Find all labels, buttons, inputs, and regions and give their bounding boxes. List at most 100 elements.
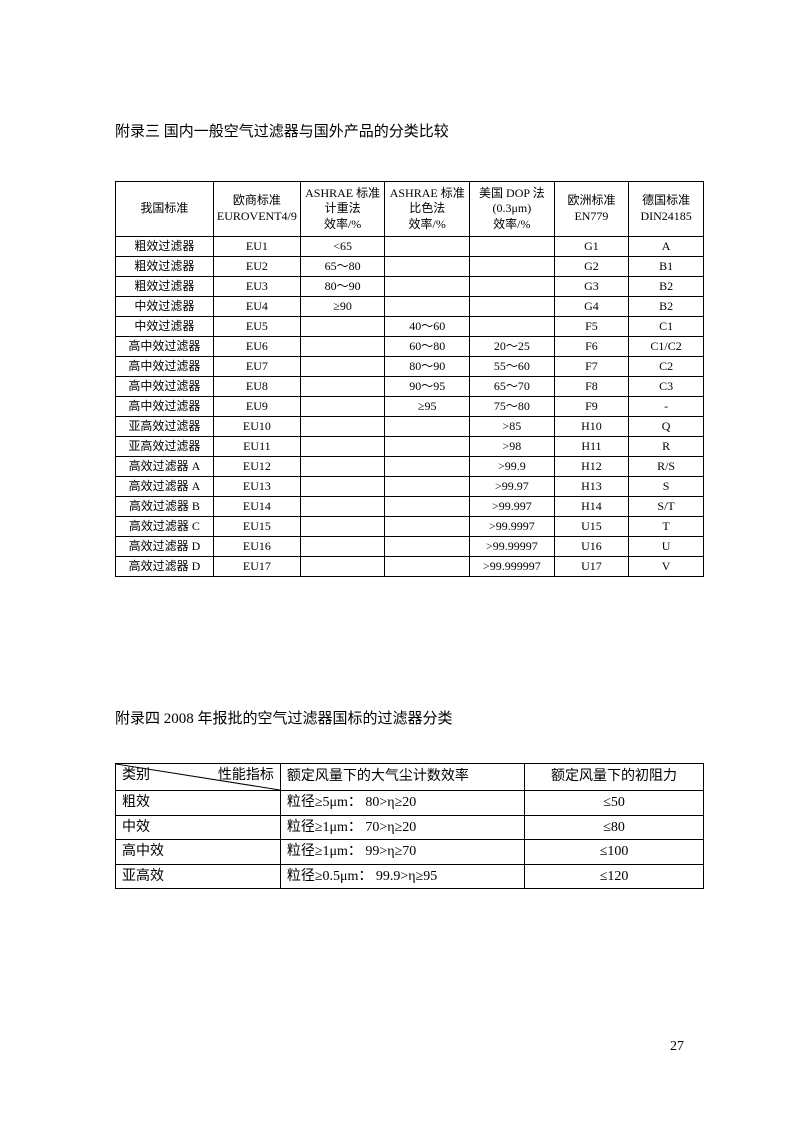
table-cell: 55～60 bbox=[469, 357, 554, 377]
table-cell: F8 bbox=[554, 377, 629, 397]
table-cell: EU6 bbox=[213, 337, 300, 357]
table-cell: >99.9 bbox=[469, 457, 554, 477]
table-cell: Q bbox=[629, 417, 704, 437]
table-cell: EU10 bbox=[213, 417, 300, 437]
table-cell: 高效过滤器 A bbox=[116, 477, 214, 497]
table-cell bbox=[300, 517, 385, 537]
table-cell: U15 bbox=[554, 517, 629, 537]
table-cell: EU2 bbox=[213, 257, 300, 277]
table-cell: F6 bbox=[554, 337, 629, 357]
table-cell: R/S bbox=[629, 457, 704, 477]
table-cell: ≤50 bbox=[525, 791, 704, 816]
table-cell: >98 bbox=[469, 437, 554, 457]
table-row: 中效过滤器EU540～60F5C1 bbox=[116, 317, 704, 337]
table-cell: 高中效 bbox=[116, 840, 281, 865]
table-cell: B2 bbox=[629, 277, 704, 297]
table-cell: 粒径≥1μm： 70>η≥20 bbox=[280, 815, 524, 840]
table-cell bbox=[300, 357, 385, 377]
table-row: 粗效过滤器EU265～80G2B1 bbox=[116, 257, 704, 277]
table-cell: 粗效 bbox=[116, 791, 281, 816]
table-cell: U bbox=[629, 537, 704, 557]
table-row: 亚高效过滤器EU10 >85H10Q bbox=[116, 417, 704, 437]
table-cell: EU7 bbox=[213, 357, 300, 377]
table-cell: C1 bbox=[629, 317, 704, 337]
table-cell: >85 bbox=[469, 417, 554, 437]
table-row: 高效过滤器 DEU16>99.99997U16U bbox=[116, 537, 704, 557]
section1-title: 附录三 国内一般空气过滤器与国外产品的分类比较 bbox=[115, 120, 704, 141]
table-cell: EU12 bbox=[213, 457, 300, 477]
th-ashrae-color: ASHRAE 标准比色法效率/% bbox=[385, 182, 470, 237]
table-row: 中效过滤器EU4≥90G4B2 bbox=[116, 297, 704, 317]
table-cell bbox=[385, 537, 470, 557]
table-cell: S bbox=[629, 477, 704, 497]
table-cell: 粗效过滤器 bbox=[116, 277, 214, 297]
table-cell: 中效过滤器 bbox=[116, 317, 214, 337]
table-row: 粗效过滤器EU380～90G3B2 bbox=[116, 277, 704, 297]
table-cell: ≤80 bbox=[525, 815, 704, 840]
table-cell: 亚高效过滤器 bbox=[116, 417, 214, 437]
table-cell: G1 bbox=[554, 237, 629, 257]
table1-header-row: 我国标准 欧商标准EUROVENT4/9 ASHRAE 标准计重法效率/% AS… bbox=[116, 182, 704, 237]
table-cell bbox=[385, 437, 470, 457]
table-row: 中效粒径≥1μm： 70>η≥20≤80 bbox=[116, 815, 704, 840]
table-cell bbox=[385, 237, 470, 257]
table1: 我国标准 欧商标准EUROVENT4/9 ASHRAE 标准计重法效率/% AS… bbox=[115, 181, 704, 577]
table-cell: F9 bbox=[554, 397, 629, 417]
table-cell: ≥90 bbox=[300, 297, 385, 317]
table2: 类别 性能指标 额定风量下的大气尘计数效率 额定风量下的初阻力 粗效粒径≥5μm… bbox=[115, 763, 704, 889]
table-cell: >99.997 bbox=[469, 497, 554, 517]
diag-right: 性能指标 bbox=[218, 766, 274, 786]
table-row: 高中效过滤器EU9≥9575～80F9- bbox=[116, 397, 704, 417]
table-cell: >99.99997 bbox=[469, 537, 554, 557]
th-diag: 类别 性能指标 bbox=[116, 764, 281, 791]
table-cell: R bbox=[629, 437, 704, 457]
table-row: 高效过滤器 BEU14>99.997H14S/T bbox=[116, 497, 704, 517]
table-cell: EU14 bbox=[213, 497, 300, 517]
table-cell: ≤100 bbox=[525, 840, 704, 865]
table-cell bbox=[300, 397, 385, 417]
table-cell bbox=[469, 317, 554, 337]
th-dop: 美国 DOP 法(0.3μm)效率/% bbox=[469, 182, 554, 237]
table-cell: ≥95 bbox=[385, 397, 470, 417]
table-cell bbox=[385, 557, 470, 577]
table-cell: >99.97 bbox=[469, 477, 554, 497]
table-cell: 粒径≥0.5μm： 99.9>η≥95 bbox=[280, 864, 524, 889]
table-cell: 高效过滤器 D bbox=[116, 537, 214, 557]
table-cell bbox=[300, 317, 385, 337]
table-cell: >99.9997 bbox=[469, 517, 554, 537]
table-cell: 亚高效 bbox=[116, 864, 281, 889]
table-cell: T bbox=[629, 517, 704, 537]
table-cell: - bbox=[629, 397, 704, 417]
table-row: 亚高效过滤器EU11>98H11R bbox=[116, 437, 704, 457]
table-cell: B2 bbox=[629, 297, 704, 317]
table-cell: 80～90 bbox=[385, 357, 470, 377]
table-cell: C2 bbox=[629, 357, 704, 377]
table-cell: 中效 bbox=[116, 815, 281, 840]
page-number: 27 bbox=[670, 1039, 684, 1055]
table-cell bbox=[300, 457, 385, 477]
table-cell: 高效过滤器 C bbox=[116, 517, 214, 537]
table-cell bbox=[385, 457, 470, 477]
table-cell: C3 bbox=[629, 377, 704, 397]
table-cell: H10 bbox=[554, 417, 629, 437]
table-row: 高效过滤器 CEU15 >99.9997U15T bbox=[116, 517, 704, 537]
table-cell: EU16 bbox=[213, 537, 300, 557]
table-cell: G4 bbox=[554, 297, 629, 317]
table-cell: 高中效过滤器 bbox=[116, 337, 214, 357]
table-cell: 高效过滤器 D bbox=[116, 557, 214, 577]
table-cell: 高效过滤器 A bbox=[116, 457, 214, 477]
table-cell: 中效过滤器 bbox=[116, 297, 214, 317]
table-row: 高中效粒径≥1μm： 99>η≥70≤100 bbox=[116, 840, 704, 865]
th-ashrae-weight: ASHRAE 标准计重法效率/% bbox=[300, 182, 385, 237]
table-cell: C1/C2 bbox=[629, 337, 704, 357]
table-row: 高中效过滤器EU660～8020～25F6C1/C2 bbox=[116, 337, 704, 357]
th-resistance: 额定风量下的初阻力 bbox=[525, 764, 704, 791]
table-cell bbox=[300, 417, 385, 437]
table-cell: G3 bbox=[554, 277, 629, 297]
table-cell bbox=[300, 477, 385, 497]
table-cell: EU11 bbox=[213, 437, 300, 457]
table-cell: 高效过滤器 B bbox=[116, 497, 214, 517]
table-cell: H13 bbox=[554, 477, 629, 497]
table-cell: 粒径≥5μm： 80>η≥20 bbox=[280, 791, 524, 816]
table-cell: EU15 bbox=[213, 517, 300, 537]
